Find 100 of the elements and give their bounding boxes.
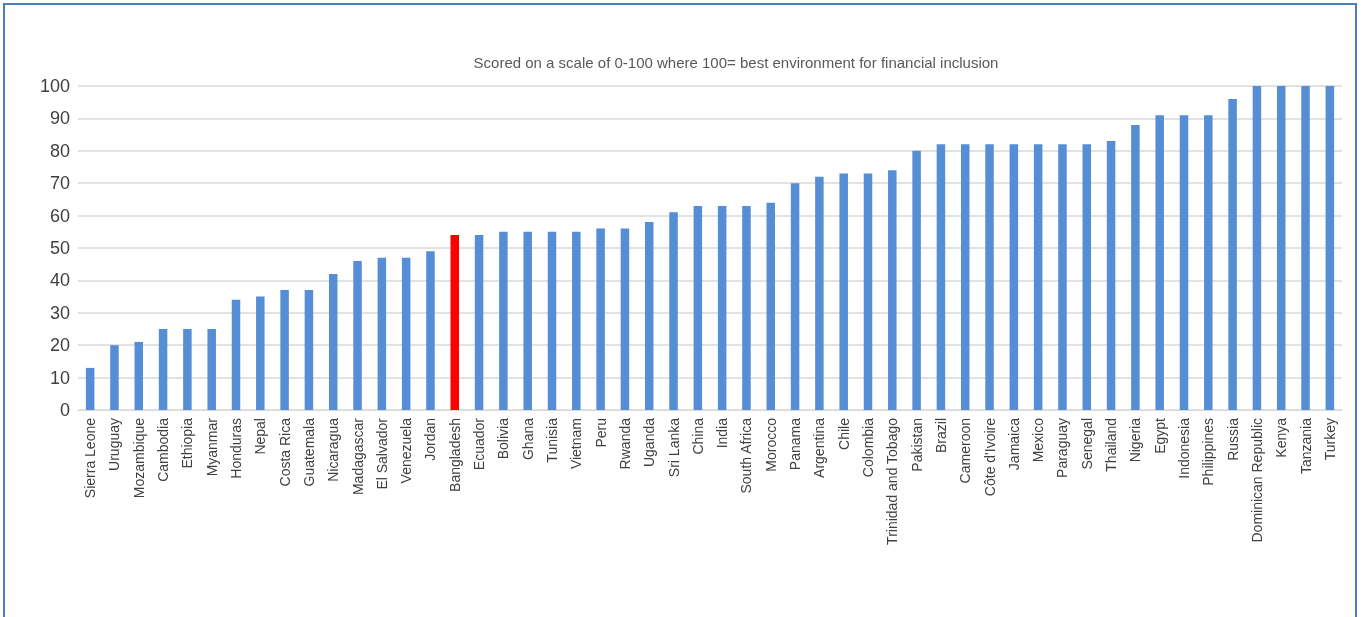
x-tick-label: Tanzania (1297, 417, 1314, 475)
bar (1155, 115, 1164, 410)
x-tick-label: El Salvador (373, 417, 390, 490)
bar (1058, 144, 1067, 410)
x-tick-label: Thailand (1103, 418, 1120, 472)
x-tick-label: Nepal (252, 418, 269, 455)
x-tick-label: Myanmar (203, 417, 220, 477)
bar (888, 170, 897, 410)
bar (936, 144, 946, 410)
y-tick-label: 90 (49, 108, 70, 129)
x-tick-label: Argentina (811, 417, 828, 478)
x-tick-label: Mozambique (130, 417, 147, 499)
y-tick-label: 20 (49, 335, 70, 356)
bar (620, 228, 630, 410)
x-tick-label: Madagascar (349, 417, 366, 496)
bar (85, 367, 95, 410)
x-tick-label: Pakistan (908, 418, 925, 472)
x-tick-label: Honduras (228, 418, 244, 479)
bar (377, 257, 387, 410)
x-tick-label: Chile (835, 417, 852, 450)
y-tick-label: 0 (59, 400, 70, 420)
x-tick-label: Rwanda (616, 417, 633, 470)
bar (231, 299, 241, 410)
bar (766, 202, 776, 410)
bar (134, 341, 144, 410)
bar (717, 205, 727, 410)
bar (110, 345, 119, 410)
bar (985, 144, 994, 410)
x-tick-label: Sierra Leone (82, 417, 99, 499)
bar (863, 173, 873, 410)
x-tick-label: Indonesia (1176, 417, 1192, 479)
bar (1033, 144, 1043, 410)
x-tick-label: Morocco (762, 417, 779, 472)
bar (644, 222, 654, 410)
bar (280, 290, 289, 410)
x-tick-label: Guatemala (300, 417, 317, 487)
x-tick-label: Paraguay (1054, 418, 1071, 478)
bar (1325, 86, 1335, 410)
bar (1204, 115, 1213, 410)
bar (572, 231, 581, 410)
x-tick-label: Nigeria (1127, 417, 1144, 463)
x-tick-label: Kenya (1273, 417, 1290, 458)
y-tick-label: 10 (49, 367, 70, 388)
x-tick-label: Ecuador (471, 417, 488, 471)
bar (1179, 115, 1189, 410)
x-tick-label: Uruguay (106, 418, 123, 471)
bar (960, 144, 970, 410)
bar (207, 329, 216, 410)
bar (790, 183, 800, 410)
bar (1252, 86, 1262, 410)
x-tick-label: Senegal (1078, 418, 1095, 470)
x-tick-label: Nicaragua (325, 417, 342, 482)
x-tick-label: Côte d'Ivoire (981, 417, 998, 497)
x-tick-label: Philippines (1200, 418, 1217, 486)
bar (256, 296, 265, 410)
x-tick-label: Mexico (1030, 417, 1047, 463)
x-tick-label: Vietnam (568, 418, 585, 470)
x-tick-label: Trinidad and Tobago (884, 417, 901, 545)
x-tick-label: India (714, 417, 731, 449)
bar (353, 260, 362, 410)
bar (912, 150, 921, 410)
x-tick-label: Dominican Republic (1248, 418, 1265, 543)
bar (1276, 86, 1286, 410)
x-tick-label: Venezuela (398, 417, 415, 484)
y-tick-label: 60 (49, 205, 70, 226)
bar (1301, 86, 1310, 410)
x-tick-label: Cameroon (957, 418, 974, 484)
bar (547, 231, 557, 410)
bar (183, 329, 192, 410)
x-tick-label: Ghana (519, 417, 536, 461)
x-tick-label: Russia (1224, 417, 1241, 461)
bar (815, 176, 824, 410)
x-tick-label: Jordan (422, 418, 439, 461)
y-tick-label: 50 (49, 238, 70, 258)
bar (158, 329, 168, 410)
chart-title: Scored on a scale of 0-100 where 100= best environment for financial inclusion (473, 54, 999, 71)
bar (401, 257, 411, 410)
bar (426, 251, 435, 410)
bar (474, 235, 484, 410)
x-tick-label: Tunisia (544, 417, 560, 463)
x-tick-label: Turkey (1321, 418, 1338, 461)
x-tick-label: South Africa (738, 417, 755, 494)
x-tick-label: Jamaica (1005, 417, 1022, 471)
y-tick-label: 40 (49, 270, 70, 291)
bar (693, 205, 703, 410)
x-tick-label: Brazil (932, 418, 949, 454)
y-tick-label: 70 (49, 173, 70, 194)
bar (1106, 141, 1116, 410)
bar (450, 235, 460, 410)
x-tick-label: Sri Lanka (665, 417, 682, 478)
bar (499, 231, 508, 410)
bar (1131, 124, 1140, 410)
bar (328, 273, 338, 410)
bar (742, 205, 751, 410)
x-tick-label: Egypt (1151, 417, 1168, 454)
y-tick-label: 100 (39, 76, 70, 96)
bar (839, 173, 848, 410)
y-tick-label: 80 (49, 140, 70, 161)
bar (669, 212, 678, 410)
x-tick-label: Peru (592, 418, 609, 448)
